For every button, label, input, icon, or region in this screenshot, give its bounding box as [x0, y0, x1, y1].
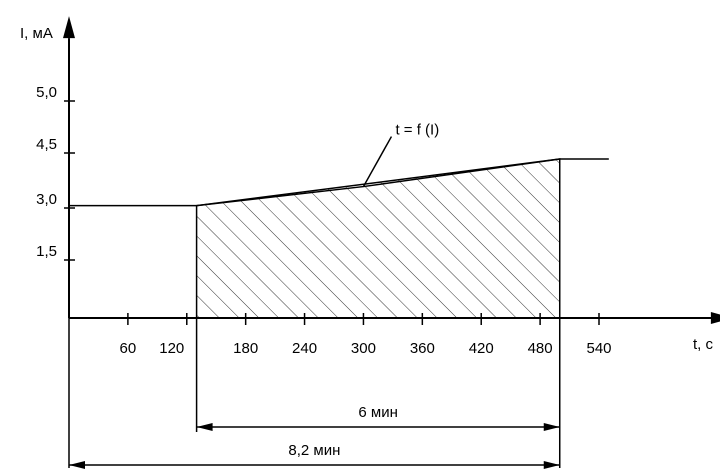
x-tick-label: 120 [159, 340, 184, 357]
x-tick-label: 300 [351, 340, 376, 357]
x-tick-label: 180 [233, 340, 258, 357]
dimension-arrow-icon [196, 423, 213, 431]
dimension-arrow-icon [543, 423, 560, 431]
y-tick-label: 3,0 [36, 191, 57, 208]
x-tick-label: 420 [469, 340, 494, 357]
x-tick-label: 540 [586, 340, 611, 357]
dimension-arrow-icon [69, 461, 85, 469]
dimension-arrow-icon [543, 461, 560, 469]
x-axis-arrow-icon [710, 312, 720, 324]
dimension-label: 8,2 мин [288, 442, 340, 459]
dimension-label: 6 мин [358, 404, 398, 421]
y-tick-label: 5,0 [36, 84, 57, 101]
shaded-region [195, 158, 561, 319]
x-tick-label: 360 [410, 340, 435, 357]
series-label-leader [362, 136, 393, 187]
x-axis-label: t, с [693, 336, 714, 353]
series-label: t = f (I) [395, 122, 439, 139]
y-tick-label: 1,5 [36, 243, 57, 260]
y-axis-arrow-icon [63, 16, 75, 39]
y-axis-label: I, мА [20, 25, 53, 42]
x-tick-label: 240 [292, 340, 317, 357]
x-tick-label: 480 [528, 340, 553, 357]
x-tick-label: 60 [120, 340, 137, 357]
y-tick-label: 4,5 [36, 136, 57, 153]
